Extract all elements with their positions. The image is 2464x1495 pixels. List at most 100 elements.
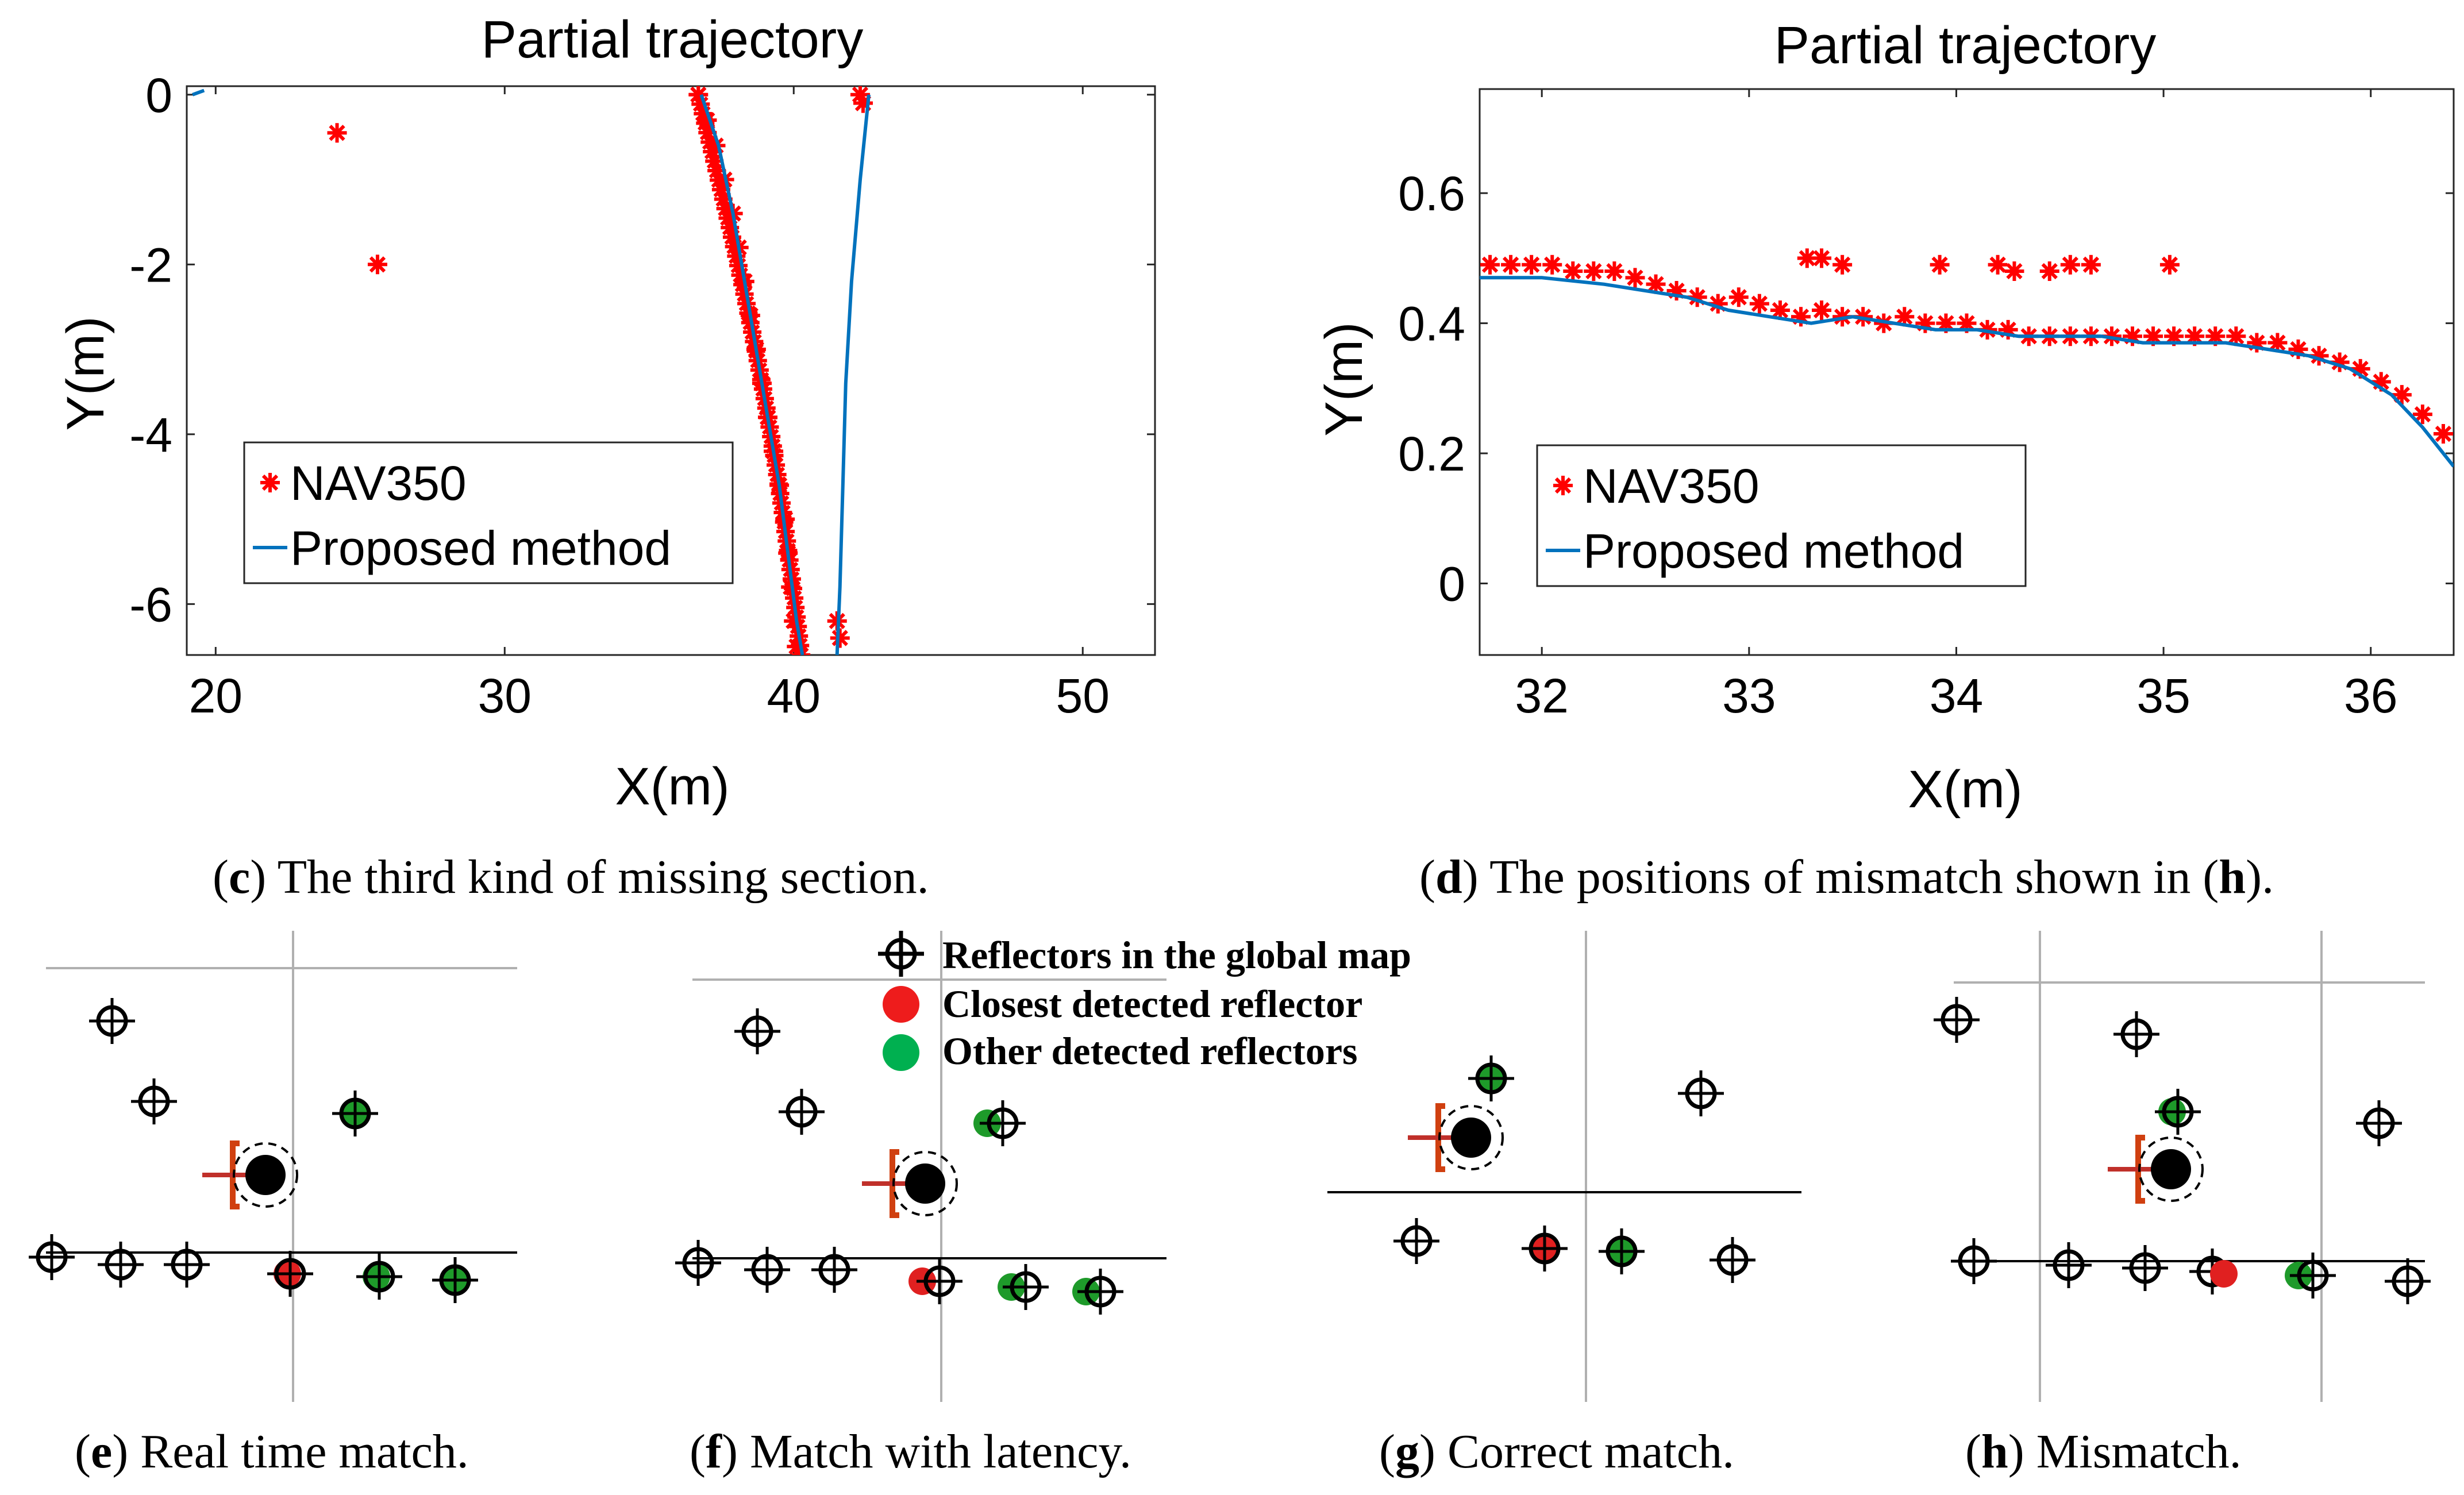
y-tick-label: 0 [1438,557,1465,611]
proposed-method-line [1480,276,2454,468]
reflector-crosshair-icon [1522,1226,1568,1271]
series-layer [1480,248,2454,468]
y-tick-label: -2 [129,238,172,292]
nav350-point [1522,255,1542,275]
reflector-crosshair-icon [1710,1237,1755,1283]
x-tick-label: 20 [189,669,242,723]
reflector-crosshair-icon [2113,1011,2159,1057]
proposed-method-line [699,94,804,655]
vehicle-icon [202,1140,298,1209]
reflector-crosshair-icon [98,1242,144,1288]
nav350-point [2039,261,2059,282]
reflector-crosshair-icon [1678,1070,1724,1116]
chart-c-trajectory: Partial trajectory 20 30 40 50 0 -2 -4 -6 NAV350… [56,10,1156,816]
reflector-crosshair-icon [2385,1258,2431,1304]
nav350-point [1832,255,1853,275]
x-tick-label: 33 [1722,669,1776,723]
caption-c: (c) The third kind of missing section. [213,850,929,904]
chart-c-ylabel: Y(m) [56,316,115,430]
y-tick-label: 0.6 [1398,167,1465,221]
reflector-crosshair-icon [2046,1242,2092,1288]
chart-d-xlabel: X(m) [1908,760,2022,819]
reflector-crosshair-icon [779,1089,825,1135]
legend-label-method: Proposed method [290,521,671,575]
match-panels: Reflectors in the global map Closest det… [29,931,2431,1402]
nav350-point [2433,424,2453,444]
vehicle-icon [2108,1135,2204,1204]
reflector-crosshair-icon [332,1091,378,1136]
reflector-crosshair-icon [29,1234,75,1280]
chart-c-plot-area: 20 30 40 50 0 -2 -4 -6 NAV350 Proposed method [129,68,1156,723]
y-tick-label: 0.2 [1398,427,1465,481]
nav350-point [1930,255,1950,275]
reflector-crosshair-icon [2155,1089,2201,1135]
legend-label-nav350: NAV350 [290,456,467,510]
caption-e: (e) Real time match. [75,1425,469,1478]
chart-legend: NAV350 Proposed method [1536,444,2027,587]
nav350-point [1749,294,1769,314]
proposed-method-line [192,88,205,97]
y-tick-label: 0 [145,68,172,122]
legend-label-method: Proposed method [1583,524,1964,578]
reflector-crosshair-icon [1934,997,1980,1043]
panel-g-correct-match [1327,931,1801,1402]
nav350-point [2412,404,2432,425]
reflector-crosshair-icon [131,1078,177,1124]
x-tick-label: 34 [1930,669,1983,723]
match-legend: Reflectors in the global map Closest det… [878,931,1411,1073]
panel-h-mismatch [1934,931,2431,1402]
reflector-crosshair-icon [1951,1238,1997,1284]
vehicle-icon [862,1149,958,1218]
reflector-crosshair-icon [432,1257,478,1303]
reflector-crosshair-icon [356,1254,402,1300]
x-tick-label: 50 [1056,669,1110,723]
reflector-crosshair-icon [1003,1264,1049,1310]
legend-nav350-icon [260,473,280,492]
nav350-point [2004,261,2024,282]
closest-reflector-dot [2210,1260,2238,1288]
nav350-point [1542,255,1562,275]
reflector-crosshair-icon [1393,1218,1439,1264]
reflector-crosshair-icon [2356,1100,2402,1146]
reflector-crosshair-icon [1468,1055,1514,1101]
nav350-point [2392,385,2412,405]
x-tick-label: 36 [2344,669,2397,723]
caption-d: (d) The positions of mismatch shown in (… [1419,850,2274,904]
nav350-point [2267,333,2288,353]
nav350-point [1604,261,1624,282]
chart-legend: NAV350 Proposed method [243,441,734,584]
reflector-crosshair-icon [1599,1228,1645,1274]
reflector-crosshair-icon [164,1242,210,1288]
caption-h: (h) Mismatch. [1965,1425,2242,1478]
reflector-crosshair-icon [2290,1253,2336,1299]
nav350-point [2205,326,2226,346]
nav350-point [2081,255,2101,275]
nav350-point [1625,268,1645,288]
nav350-point [1988,255,2008,275]
reflector-crosshair-icon [811,1247,857,1293]
reflector-crosshair-icon [267,1251,313,1297]
nav350-point [1812,248,1832,268]
nav350-point [1563,261,1583,282]
nav350-point [327,123,347,143]
reflector-crosshair-icon [744,1247,790,1293]
x-tick-label: 30 [478,669,532,723]
chart-d-ylabel: Y(m) [1315,322,1373,436]
y-tick-label: -4 [129,408,172,462]
chart-d-plot-area: 32 33 34 35 36 0 0.2 0.4 0.6 NAV350 Proposed metho… [1398,88,2455,723]
nav350-point [367,255,387,275]
reflector-crosshair-icon [917,1258,962,1304]
reflector-crosshair-icon [980,1100,1026,1146]
legend-nav350-icon [1553,476,1573,495]
nav350-point [2159,255,2180,275]
panel-e-real-time-match [29,931,517,1402]
legend-green-dot-icon [883,1034,919,1071]
y-tick-label: -6 [129,577,172,631]
y-tick-label: 0.4 [1398,297,1465,351]
x-tick-label: 40 [767,669,821,723]
legend-label-nav350: NAV350 [1583,459,1760,513]
legend-label-closest: Closest detected reflector [942,982,1362,1026]
nav350-point [1584,261,1604,282]
reflector-crosshair-icon [1077,1269,1123,1315]
nav350-point [1501,255,1521,275]
